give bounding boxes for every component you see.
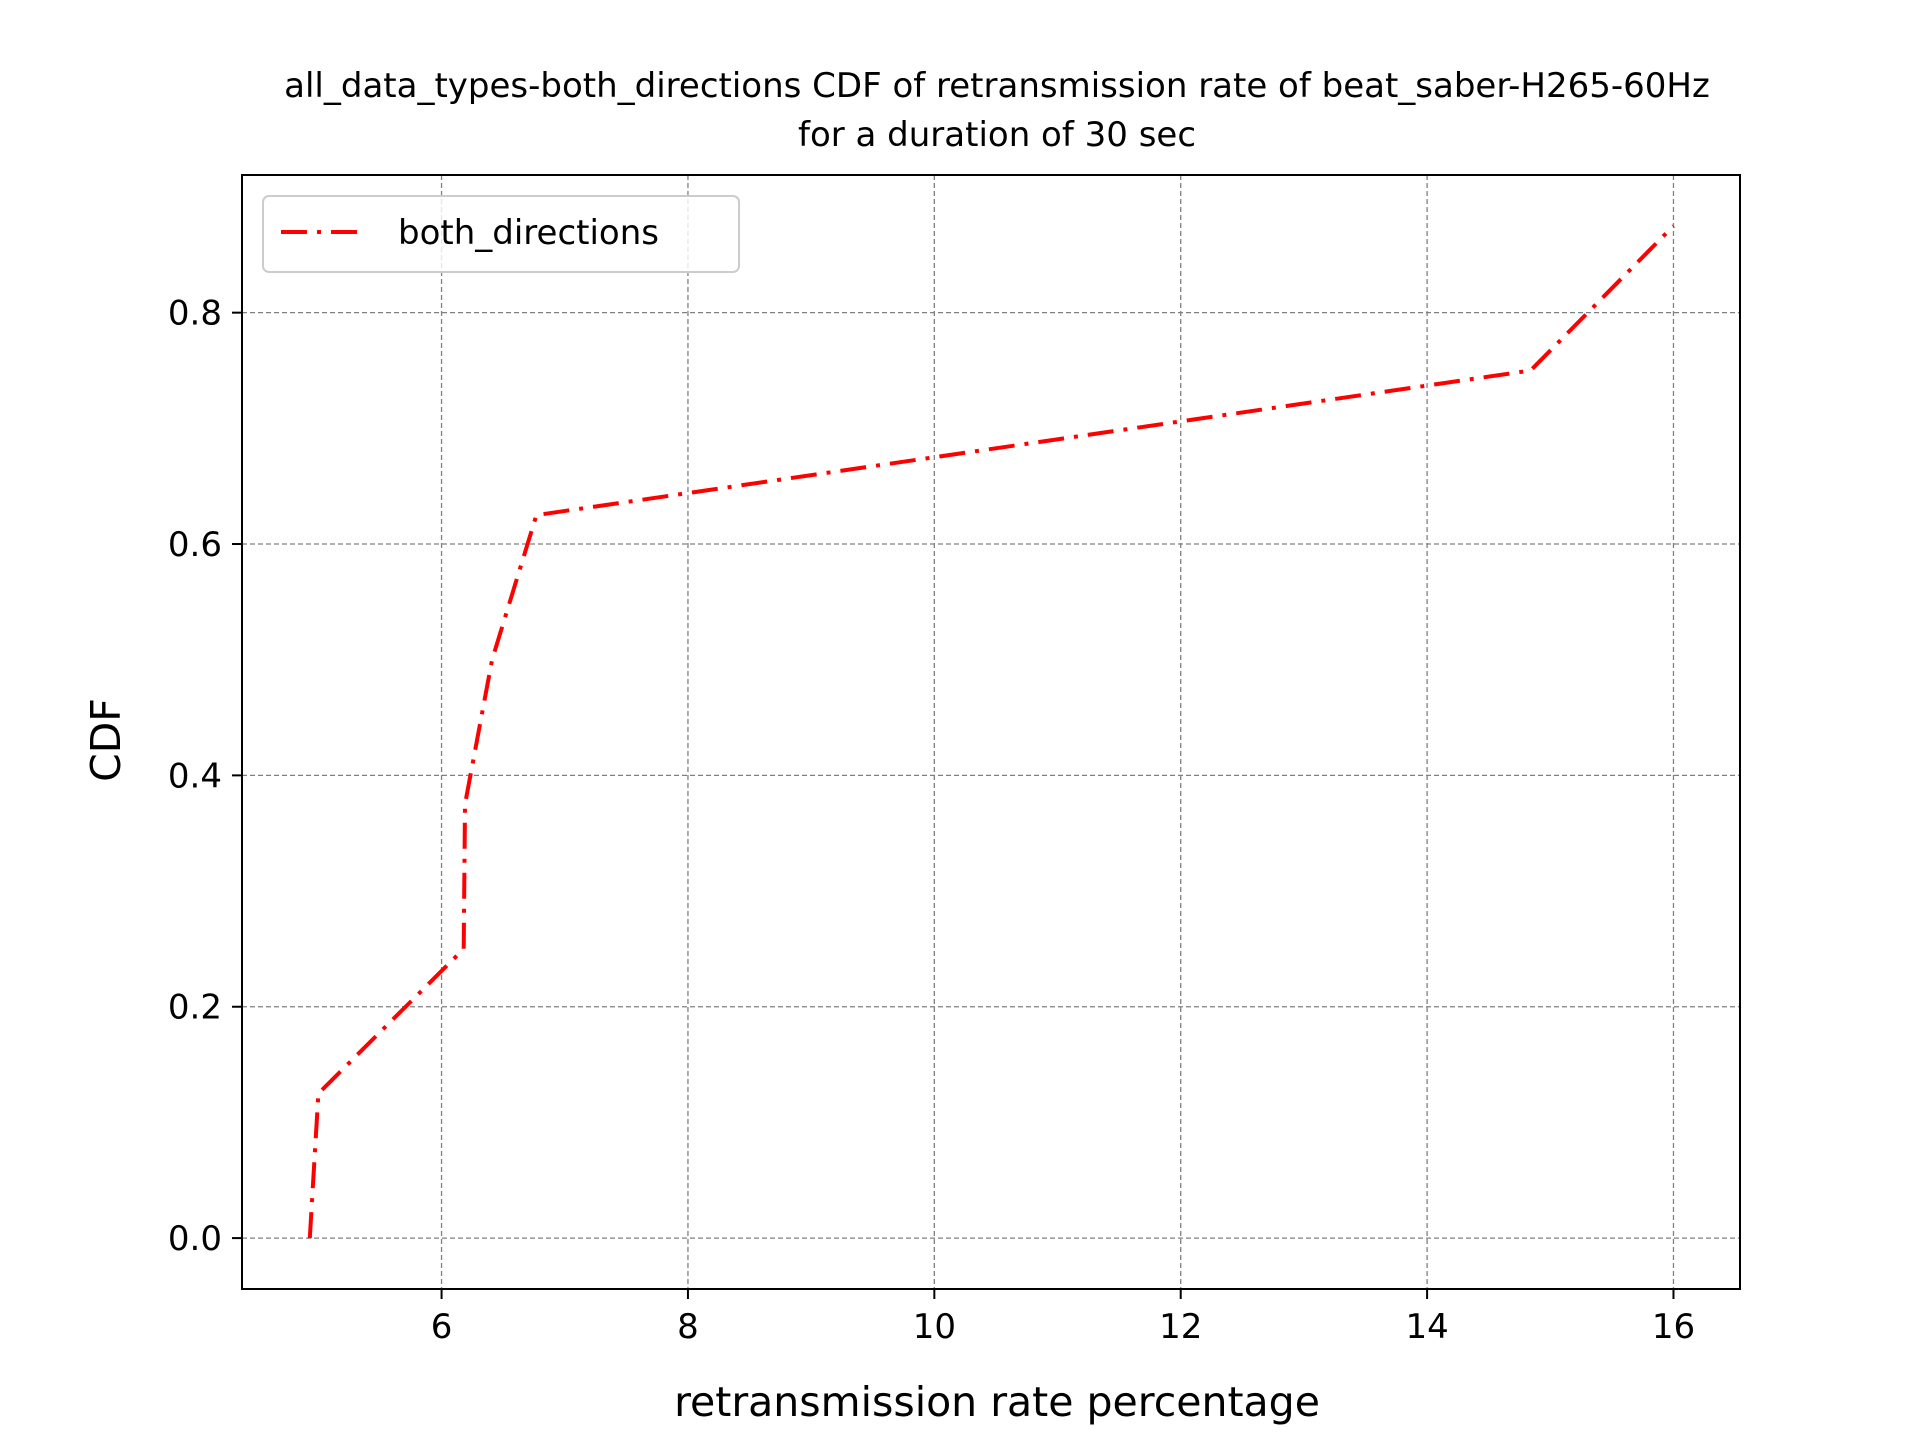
legend-box <box>262 195 740 273</box>
x-tick-label: 10 <box>913 1307 956 1347</box>
chart-title-line1: all_data_types-both_directions CDF of re… <box>284 66 1710 106</box>
x-tick-label: 16 <box>1652 1307 1695 1347</box>
grid <box>242 175 1740 1289</box>
axes <box>241 174 1741 1290</box>
y-tick-label: 0.0 <box>168 1219 222 1259</box>
y-axis-label: CDF <box>82 698 130 782</box>
y-tick-label: 0.6 <box>168 525 222 565</box>
y-tick-label: 0.8 <box>168 294 222 334</box>
tick-layer: 6 8 10 12 14 16 0.0 0.2 0.4 0.6 0.8 <box>168 294 1695 1347</box>
x-tick-label: 6 <box>431 1307 453 1347</box>
series-layer <box>307 224 1675 1239</box>
x-axis-label: retransmission rate percentage <box>674 1378 1320 1426</box>
y-tick-label: 0.2 <box>168 988 222 1028</box>
legend-label-both-directions: both_directions <box>398 213 659 253</box>
plot-frame <box>241 174 1741 1290</box>
y-tick-label: 0.4 <box>168 756 222 796</box>
series-line-both-directions <box>307 224 1675 1239</box>
chart-title-line2: for a duration of 30 sec <box>798 115 1196 155</box>
x-tick-label: 12 <box>1159 1307 1202 1347</box>
x-tick-label: 8 <box>677 1307 699 1347</box>
x-tick-label: 14 <box>1405 1307 1448 1347</box>
legend: both_directions <box>262 195 740 273</box>
